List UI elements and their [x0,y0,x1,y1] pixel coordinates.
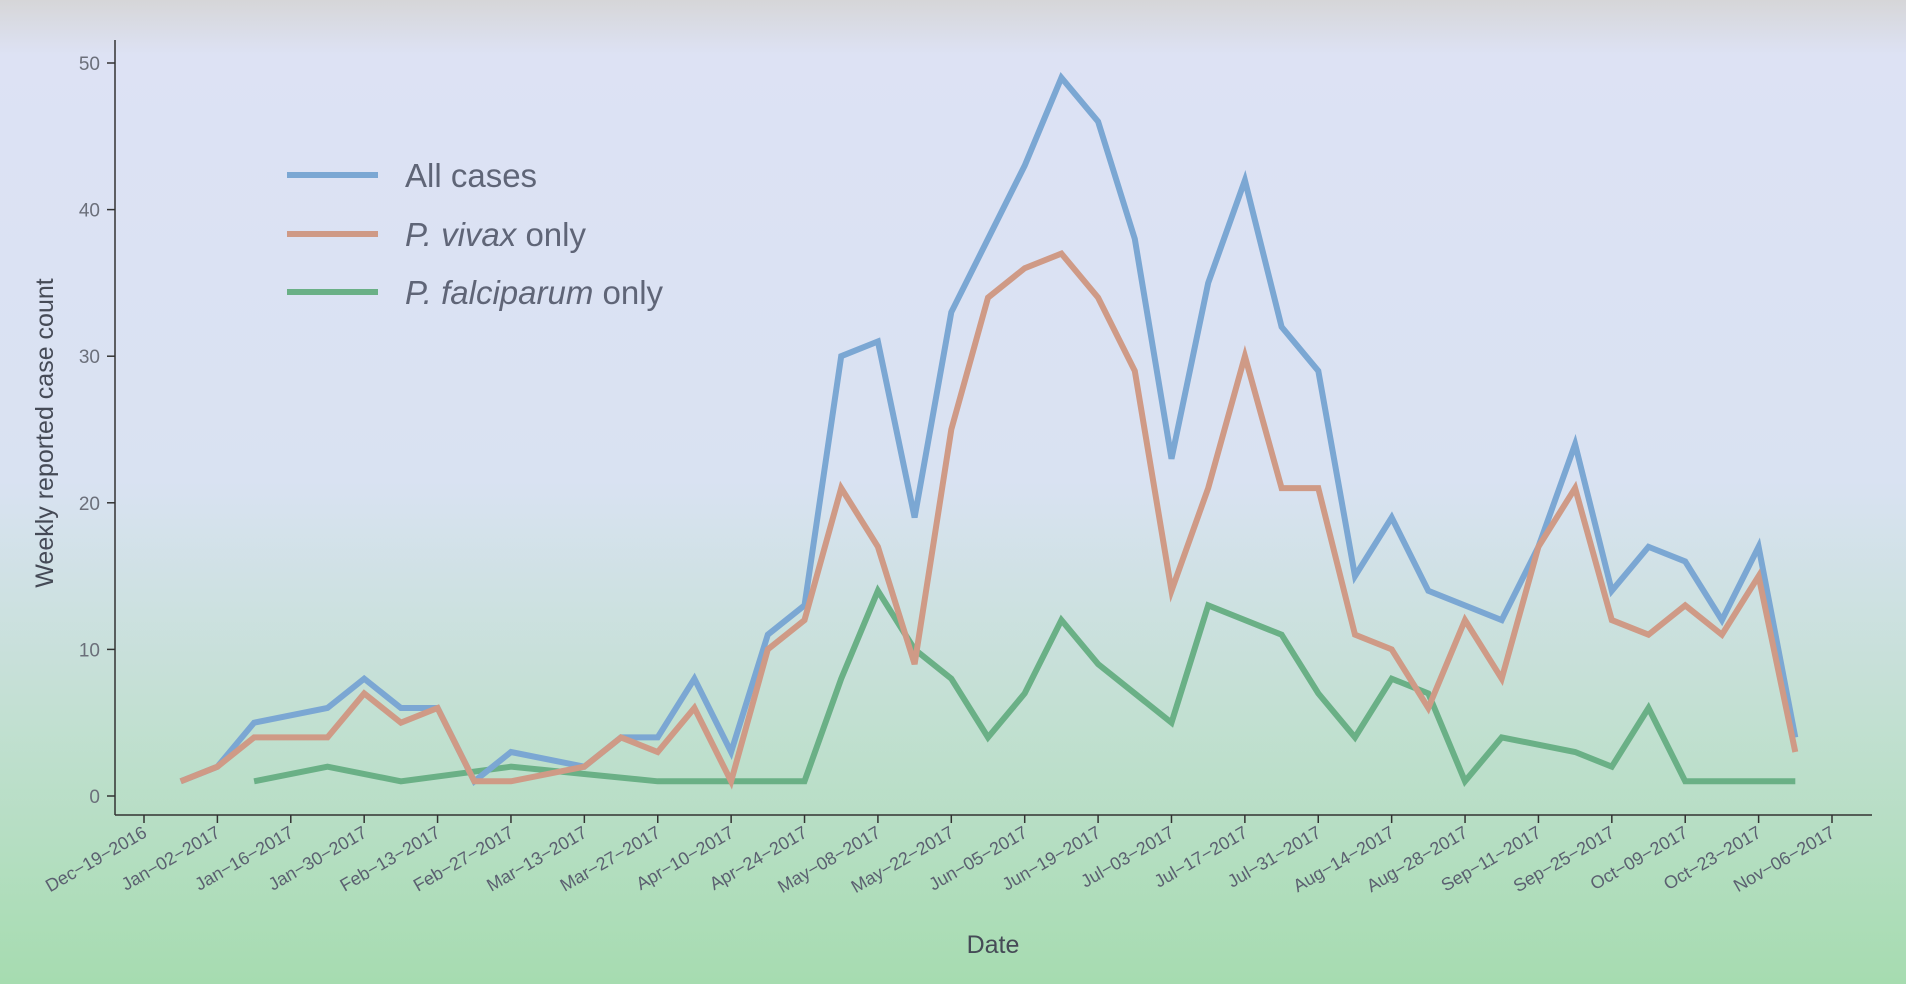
y-tick-label: 20 [79,494,100,515]
y-axis-ticks: 0 10 20 30 40 50 [79,54,115,808]
y-tick-label: 40 [79,201,100,222]
x-axis-title: Date [967,931,1020,959]
y-tick-label: 30 [79,347,100,368]
y-tick-label: 50 [79,54,100,75]
x-axis-ticks: Dec−19−2016Jan−02−2017Jan−16−2017Jan−30−… [42,815,1838,897]
series-line-2 [253,584,1796,788]
legend: All cases P. vivax only P. falciparum only [287,157,664,311]
series-lines [179,71,1799,790]
y-tick-label: 0 [89,787,100,808]
series-line-1 [179,250,1799,790]
legend-label: All cases [405,157,537,194]
y-tick-label: 10 [79,640,100,661]
legend-label: P. vivax only [405,216,586,253]
y-axis-title: Weekly reported case count [31,278,59,587]
legend-label: P. falciparum only [405,274,664,311]
